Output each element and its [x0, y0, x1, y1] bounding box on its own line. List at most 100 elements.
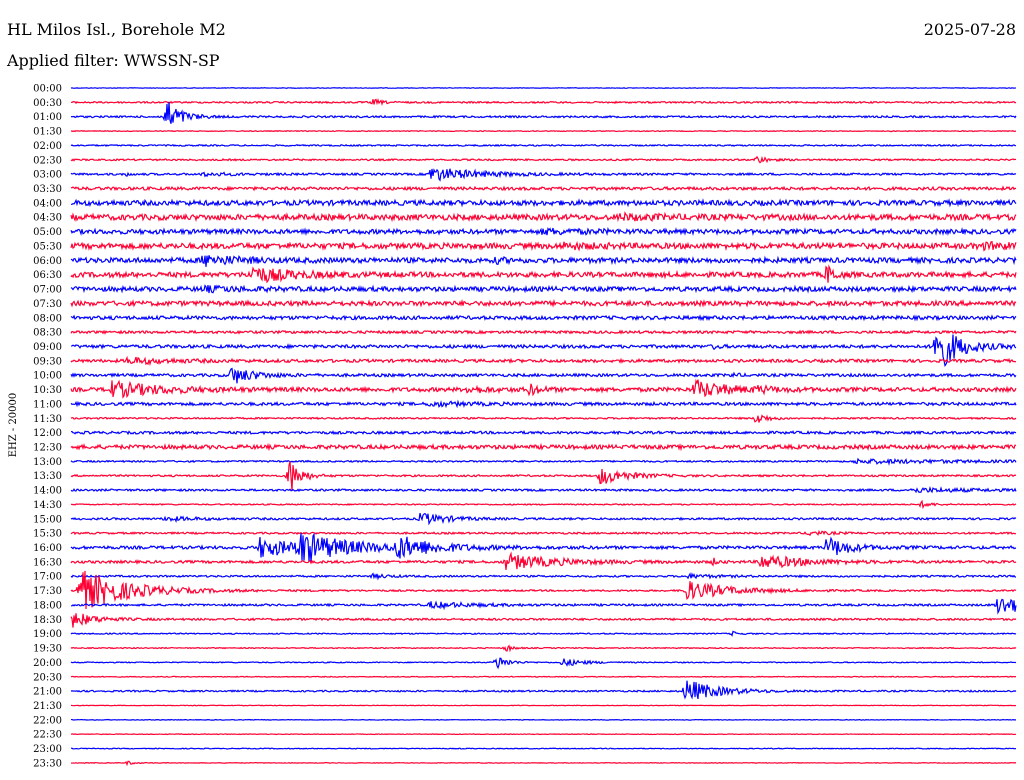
- trace-line: [70, 572, 1017, 581]
- trace-line: [70, 399, 1017, 409]
- time-tick-label: 09:30: [33, 356, 62, 367]
- time-tick-label: 21:30: [33, 701, 62, 712]
- time-tick-label: 07:30: [33, 299, 62, 310]
- time-tick-group: 00:00 00:30 01:00 01:30 02:00 02:30 03:00 03:30…: [33, 84, 62, 770]
- time-tick-label: 10:00: [33, 371, 62, 382]
- time-tick-label: 12:30: [33, 443, 62, 454]
- time-tick-label: 20:00: [33, 658, 62, 669]
- time-tick-label: 18:30: [33, 615, 62, 626]
- trace-line: [70, 378, 1017, 399]
- time-tick-label: 17:00: [33, 572, 62, 583]
- time-tick-label: 04:00: [33, 198, 62, 209]
- trace-line: [70, 532, 1017, 562]
- time-tick-label: 19:30: [33, 644, 62, 655]
- time-tick-label: 14:30: [33, 500, 62, 511]
- trace-line: [70, 226, 1017, 237]
- time-tick-label: 08:30: [33, 328, 62, 339]
- time-tick-label: 23:30: [33, 758, 62, 769]
- trace-line: [70, 644, 1017, 653]
- trace-line: [70, 613, 1017, 628]
- trace-line: [70, 129, 1017, 133]
- time-tick-label: 21:00: [33, 687, 62, 698]
- trace-line: [70, 155, 1017, 164]
- time-tick-label: 11:00: [33, 399, 62, 410]
- trace-line: [70, 551, 1017, 570]
- time-tick-label: 04:30: [33, 213, 62, 224]
- time-tick-label: 11:30: [33, 414, 62, 425]
- trace-line: [70, 329, 1017, 335]
- time-tick-label: 00:00: [33, 84, 62, 95]
- trace-line: [70, 143, 1017, 148]
- trace-line: [70, 461, 1017, 492]
- trace-group: [70, 87, 1017, 767]
- trace-line: [70, 718, 1016, 721]
- trace-line: [70, 529, 1017, 537]
- time-tick-label: 03:30: [33, 184, 62, 195]
- time-tick-label: 05:00: [33, 227, 62, 238]
- time-tick-label: 01:00: [33, 112, 62, 123]
- trace-line: [70, 512, 1017, 526]
- trace-line: [70, 185, 1017, 192]
- trace-line: [70, 264, 1017, 284]
- time-tick-label: 08:00: [33, 313, 62, 324]
- time-tick-label: 10:30: [33, 385, 62, 396]
- trace-line: [70, 355, 1017, 367]
- trace-line: [70, 760, 1017, 767]
- trace-line: [70, 499, 1017, 510]
- trace-line: [70, 657, 1017, 670]
- time-tick-label: 19:00: [33, 629, 62, 640]
- trace-line: [70, 485, 1017, 494]
- time-tick-label: 18:00: [33, 600, 62, 611]
- time-tick-label: 07:00: [33, 285, 62, 296]
- time-tick-label: 16:00: [33, 543, 62, 554]
- station-title: HL Milos Isl., Borehole M2: [7, 20, 226, 39]
- trace-line: [70, 733, 1017, 736]
- time-tick-label: 03:00: [33, 170, 62, 181]
- trace-line: [70, 198, 1017, 208]
- trace-line: [70, 298, 1017, 308]
- trace-line: [70, 87, 1017, 89]
- time-tick-label: 17:30: [33, 586, 62, 597]
- trace-line: [70, 747, 1017, 750]
- trace-line: [70, 598, 1017, 615]
- time-tick-label: 22:30: [33, 730, 62, 741]
- trace-line: [70, 457, 1017, 466]
- trace-line: [70, 630, 1017, 637]
- time-tick-label: 06:30: [33, 270, 62, 281]
- time-tick-label: 00:30: [33, 98, 62, 109]
- trace-line: [70, 168, 1017, 182]
- trace-line: [70, 102, 1017, 124]
- trace-line: [70, 442, 1017, 452]
- time-tick-label: 06:00: [33, 256, 62, 267]
- filter-label: Applied filter: WWSSN-SP: [6, 51, 220, 70]
- trace-line: [70, 240, 1017, 252]
- trace-line: [70, 314, 1017, 322]
- time-tick-label: 09:00: [33, 342, 62, 353]
- time-tick-label: 13:30: [33, 471, 62, 482]
- trace-line: [70, 211, 1017, 223]
- time-tick-label: 15:30: [33, 529, 62, 540]
- trace-line: [70, 429, 1017, 436]
- time-tick-label: 02:00: [33, 141, 62, 152]
- trace-line: [70, 675, 1017, 678]
- time-tick-label: 05:30: [33, 241, 62, 252]
- trace-line: [70, 680, 1017, 700]
- time-tick-label: 01:30: [33, 127, 62, 138]
- time-tick-label: 22:00: [33, 715, 62, 726]
- trace-line: [70, 570, 1017, 610]
- trace-line: [70, 704, 1017, 707]
- trace-line: [70, 367, 1017, 384]
- trace-line: [70, 254, 1017, 267]
- time-tick-label: 12:00: [33, 428, 62, 439]
- trace-line: [70, 334, 1017, 368]
- time-tick-label: 02:30: [33, 155, 62, 166]
- time-tick-label: 20:30: [33, 672, 62, 683]
- record-date: 2025-07-28: [924, 20, 1016, 39]
- time-tick-label: 15:00: [33, 514, 62, 525]
- time-tick-label: 13:00: [33, 457, 62, 468]
- time-tick-label: 16:30: [33, 557, 62, 568]
- time-tick-label: 14:00: [33, 486, 62, 497]
- trace-line: [70, 97, 1017, 107]
- trace-line: [70, 414, 1017, 423]
